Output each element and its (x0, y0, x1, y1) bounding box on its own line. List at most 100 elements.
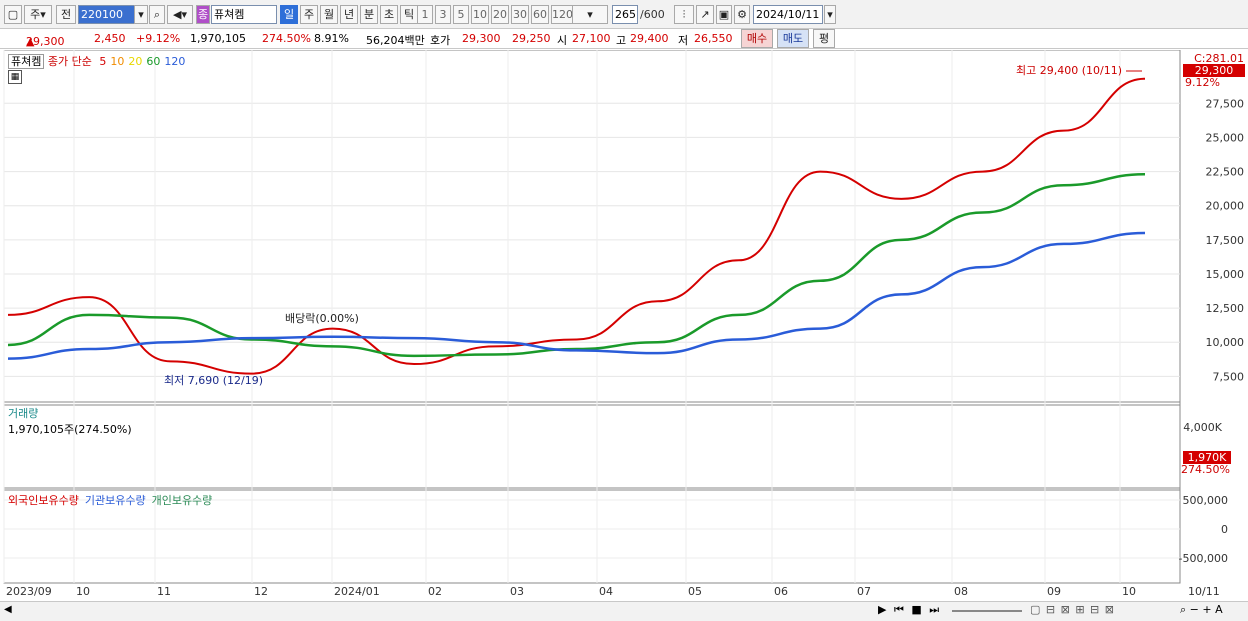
x-tick-label: 10/11 (1188, 585, 1220, 598)
table-icon[interactable]: ▦ (8, 70, 22, 84)
x-tick-label: 02 (428, 585, 442, 598)
ma-legend-1: 10 (110, 55, 125, 68)
volume-last-box (1183, 451, 1231, 464)
x-tick-label: 12 (254, 585, 268, 598)
change: 2,450 (94, 32, 126, 45)
x-tick-label: 2023/09 (6, 585, 52, 598)
buy-button[interactable]: 매수 (741, 29, 773, 48)
volume-last-pct: 274.50% (1181, 463, 1230, 476)
x-tick-label: 08 (954, 585, 968, 598)
draw-tool-icon[interactable]: ↗ (696, 5, 714, 24)
holding-ytick: 0 (1221, 523, 1228, 536)
price-legend: 퓨쳐켐 종가 단순 5 10 20 60 120 (8, 53, 185, 69)
period-type-select[interactable]: 주▾ (24, 5, 52, 24)
code-input[interactable]: 220100 (78, 5, 138, 24)
prev-button[interactable]: 전 (56, 5, 76, 24)
volume: 1,970,105 (190, 32, 246, 45)
series-line-1 (7, 173, 1146, 358)
count-button-20[interactable]: 20 (491, 5, 509, 24)
date-field[interactable]: 2024/10/11 (753, 5, 823, 24)
count-button-10[interactable]: 10 (471, 5, 489, 24)
chevron-down-icon[interactable]: ▾ (134, 5, 148, 24)
quote-bar: 29,300 ▲ 2,450 +9.12% 1,970,105 274.50% … (0, 29, 1248, 49)
price-ytick: 27,500 (1206, 97, 1245, 110)
count-button-120[interactable]: 120 (551, 5, 573, 24)
scroll-left-icon[interactable]: ◀ (4, 604, 12, 615)
low-annotation: 최저 7,690 (12/19) (164, 374, 263, 387)
amount: 56,204백만 (366, 34, 425, 47)
ma-legend-2: 20 (128, 55, 143, 68)
x-tick-label: 2024/01 (334, 585, 380, 598)
scroll-bar[interactable]: ◀ ▶ ⏮ ■ ⏭ ▢ ⊟ ⊠ ⊞ ⊟ ⊠ ⌕ − + A (0, 601, 1248, 621)
count-button-3[interactable]: 3 (435, 5, 451, 24)
count-button-60[interactable]: 60 (531, 5, 549, 24)
scale-top: C:281.01 (1194, 52, 1244, 65)
interval-button-6[interactable]: 틱 (400, 5, 418, 24)
x-tick-label: 10 (76, 585, 90, 598)
speaker-icon[interactable]: ◀▾ (167, 5, 193, 24)
low: 26,550 (694, 32, 733, 45)
eval-button[interactable]: 평 (813, 29, 835, 48)
ma-legend-prefix: 종가 단순 (47, 55, 92, 68)
x-tick-label: 03 (510, 585, 524, 598)
count-button-5[interactable]: 5 (453, 5, 469, 24)
volume-ratio: 274.50% (262, 32, 311, 45)
low-label: 저 (678, 34, 689, 47)
holding-legend-0: 외국인보유수량 (8, 494, 79, 507)
price-ytick: 10,000 (1206, 336, 1245, 349)
zoom-icons[interactable]: ⌕ − + A (1180, 603, 1223, 616)
count-button-1[interactable]: 1 (417, 5, 433, 24)
x-tick-label: 11 (157, 585, 171, 598)
stock-type-badge: 종 (196, 5, 210, 24)
volume-ytick: 4,000K (1183, 421, 1222, 434)
count-dropdown[interactable]: ▾ (572, 5, 608, 24)
high: 29,400 (630, 32, 669, 45)
gear-icon[interactable]: ⚙ (734, 5, 750, 24)
holding-legend-2: 개인보유수량 (151, 494, 213, 507)
interval-button-1[interactable]: 주 (300, 5, 318, 24)
change-pct: +9.12% (136, 32, 181, 45)
count-input[interactable]: 265 (612, 5, 638, 24)
ma-legend-3: 60 (146, 55, 161, 68)
interval-button-4[interactable]: 분 (360, 5, 378, 24)
chart-area: 27,500 25,000 22,500 20,000 17,500 15,000 12,5… (0, 50, 1248, 602)
chart-svg[interactable]: 27,500 25,000 22,500 20,000 17,500 15,000 12,5… (0, 50, 1248, 602)
playback-controls[interactable]: ▶ ⏮ ■ ⏭ (878, 603, 942, 616)
interval-button-2[interactable]: 월 (320, 5, 338, 24)
price-ytick: 15,000 (1206, 268, 1245, 281)
holding-legend-1: 기관보유수량 (84, 494, 146, 507)
save-icon[interactable]: ▣ (716, 5, 732, 24)
window-icon[interactable]: ▢ (4, 5, 22, 24)
x-tick-label: 05 (688, 585, 702, 598)
x-tick-label: 06 (774, 585, 788, 598)
bid-label: 호가 (430, 34, 451, 47)
volume-panel-frame (3, 404, 1181, 489)
bid2: 29,250 (512, 32, 551, 45)
search-icon[interactable]: ⌕ (149, 5, 165, 24)
price-ytick: 25,000 (1206, 131, 1245, 144)
series-line-0 (7, 77, 1146, 375)
x-tick-label: 09 (1047, 585, 1061, 598)
price-ytick: 22,500 (1206, 166, 1245, 179)
series-line-2 (7, 231, 1146, 360)
volume-value: 1,970,105주(274.50%) (8, 423, 132, 436)
last-price-box (1183, 64, 1245, 77)
sell-button[interactable]: 매도 (777, 29, 809, 48)
holding-ytick: -500,000 (1179, 552, 1228, 565)
count-total: /600 (640, 8, 665, 21)
view-tool-icons[interactable]: ▢ ⊟ ⊠ ⊞ ⊟ ⊠ (1030, 603, 1115, 616)
open: 27,100 (572, 32, 611, 45)
interval-button-3[interactable]: 년 (340, 5, 358, 24)
stock-name-field[interactable]: 퓨쳐켐 (211, 5, 277, 24)
bid1: 29,300 (462, 32, 501, 45)
count-button-30[interactable]: 30 (511, 5, 529, 24)
interval-button-0[interactable]: 일 (280, 5, 298, 24)
price-ytick: 20,000 (1206, 200, 1245, 213)
x-tick-label: 07 (857, 585, 871, 598)
calendar-icon[interactable]: ▾ (824, 5, 836, 24)
interval-button-5[interactable]: 초 (380, 5, 398, 24)
zoom-slider[interactable] (952, 610, 1022, 612)
price-tab[interactable]: 퓨쳐켐 (8, 54, 45, 69)
candle-icon[interactable]: ⫶ (674, 5, 694, 24)
